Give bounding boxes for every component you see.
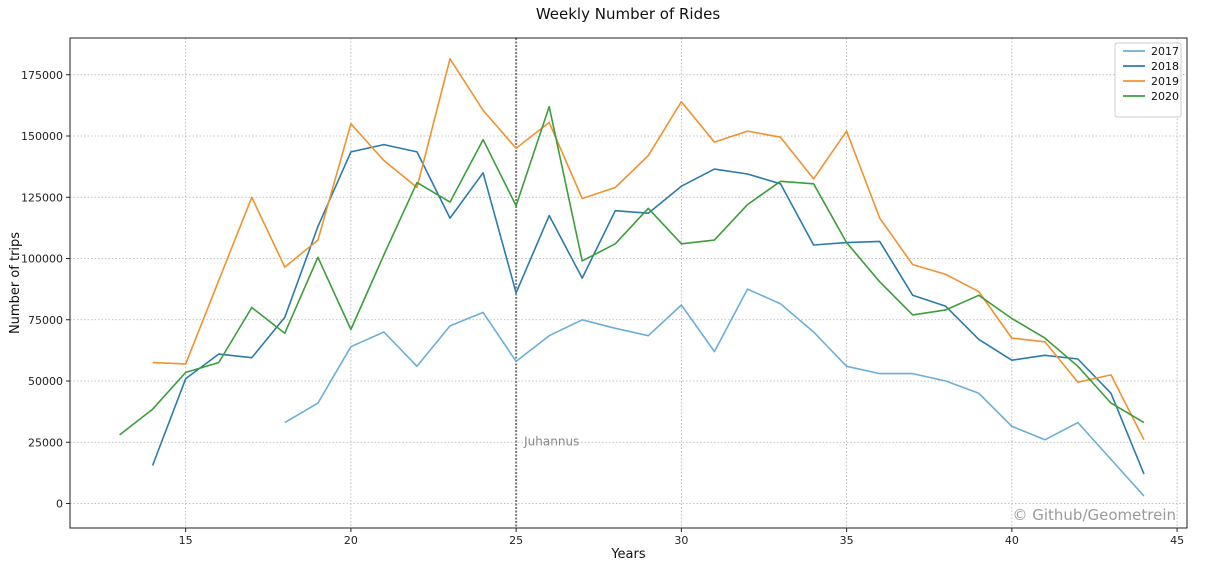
series-layer (119, 57, 1145, 497)
x-axis-title: Years (610, 547, 646, 561)
y-axis-title: Number of trips (8, 232, 23, 334)
y-tick-label: 25000 (28, 436, 63, 449)
y-tick-label: 150000 (21, 130, 63, 143)
x-tick-label: 30 (674, 534, 688, 547)
watermark: © Github/Geometrein (1012, 506, 1176, 524)
legend-label-2018: 2018 (1151, 60, 1179, 73)
x-tick-label: 35 (840, 534, 854, 547)
legend: 2017 2018 2019 2020 (1114, 42, 1182, 118)
y-tick-label: 50000 (28, 375, 63, 388)
y-tick-label: 75000 (28, 314, 63, 327)
plot-frame (69, 37, 1188, 529)
grid (70, 38, 1187, 528)
legend-box (1114, 42, 1182, 118)
legend-label-2020: 2020 (1151, 90, 1179, 103)
legend-label-2019: 2019 (1151, 75, 1179, 88)
x-tick-label: 15 (179, 534, 193, 547)
legend-label-2017: 2017 (1151, 45, 1179, 58)
annotation-label: Juhannus (523, 434, 579, 448)
series-line-2018 (151, 143, 1145, 475)
x-tick-label: 20 (344, 534, 358, 547)
y-tick-label: 125000 (21, 191, 63, 204)
series-line-2019 (152, 57, 1145, 441)
series-line-2017 (284, 288, 1145, 497)
x-tick-label: 45 (1170, 534, 1184, 547)
x-tick-label: 25 (509, 534, 523, 547)
chart-title: Weekly Number of Rides (536, 5, 720, 23)
y-tick-label: 175000 (21, 69, 63, 82)
y-tick-label: 0 (56, 498, 63, 511)
series-line-2020 (119, 105, 1145, 436)
x-axis-ticks: 15 20 25 30 35 40 45 (179, 528, 1184, 547)
y-tick-label: 100000 (21, 253, 63, 266)
y-axis-ticks: 0 25000 50000 75000 100000 125000 150000 175000 (21, 69, 70, 511)
x-tick-label: 40 (1005, 534, 1019, 547)
